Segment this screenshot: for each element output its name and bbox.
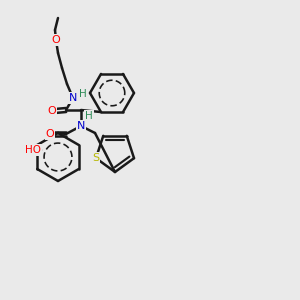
Text: S: S <box>92 153 100 163</box>
Text: N: N <box>69 93 77 103</box>
Text: O: O <box>48 106 56 116</box>
Text: H: H <box>85 111 93 121</box>
Text: H: H <box>79 89 87 99</box>
Text: O: O <box>46 129 54 139</box>
Text: O: O <box>52 35 60 45</box>
Text: N: N <box>77 121 85 131</box>
Text: HO: HO <box>25 145 41 155</box>
